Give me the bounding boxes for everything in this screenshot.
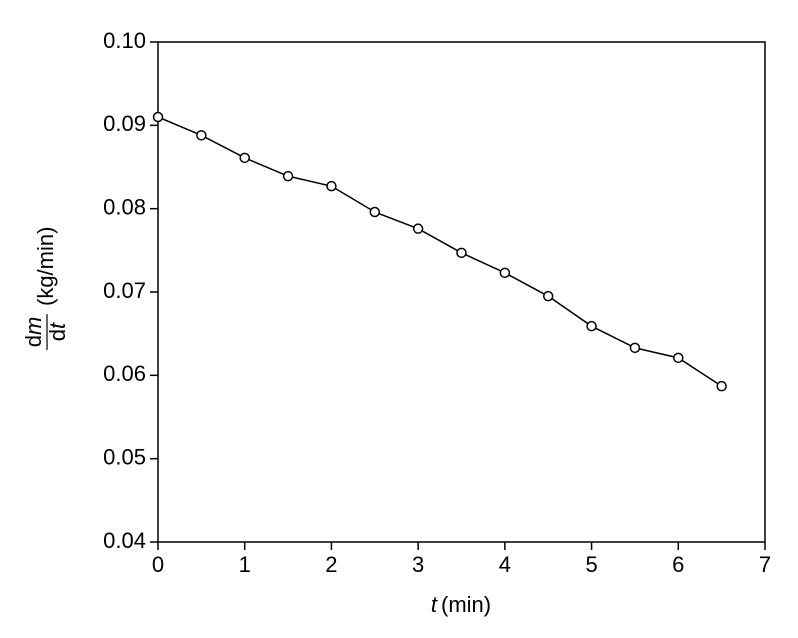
data-point	[412, 223, 424, 234]
y-label-part: d	[45, 329, 70, 341]
y-label-part: m	[21, 317, 46, 335]
x-label-symbol: t	[431, 592, 438, 617]
y-tick-label: 0.07	[103, 278, 146, 303]
data-point	[369, 206, 381, 218]
x-tick-label: 6	[672, 552, 684, 577]
plot-frame	[157, 41, 766, 543]
x-tick-label: 1	[239, 552, 251, 577]
data-point	[673, 352, 684, 364]
x-tick-label: 7	[759, 552, 771, 577]
data-point	[716, 380, 727, 392]
data-point	[326, 180, 337, 192]
x-tick-label: 2	[325, 552, 337, 577]
y-tick-label: 0.08	[103, 194, 146, 219]
x-label-unit: (min)	[441, 592, 491, 617]
data-point	[499, 267, 511, 279]
data-point	[196, 130, 207, 141]
y-tick-label: 0.10	[103, 28, 146, 53]
x-tick-label: 3	[412, 552, 424, 577]
x-tick-label: 4	[499, 552, 511, 577]
data-point	[586, 320, 597, 332]
x-tick-label: 5	[585, 552, 597, 577]
y-label-part: t	[45, 322, 70, 329]
x-axis-label: t (min)	[431, 592, 491, 617]
y-tick-label: 0.05	[103, 444, 146, 469]
y-label-part: d	[21, 335, 46, 347]
data-point	[152, 111, 164, 123]
data-point	[239, 152, 250, 164]
data-point	[542, 290, 554, 302]
y-label-numerator: dm	[21, 317, 46, 348]
y-axis-label: dm dt (kg/min)	[21, 227, 70, 350]
y-tick-label: 0.09	[103, 111, 146, 136]
data-point	[456, 247, 467, 259]
data-point	[282, 170, 294, 182]
y-label-unit: (kg/min)	[33, 227, 58, 306]
y-label-denominator: dt	[45, 322, 70, 341]
data-point	[629, 342, 641, 354]
y-tick-label: 0.04	[103, 528, 146, 553]
data-line	[157, 116, 723, 387]
x-tick-label: 0	[152, 552, 164, 577]
y-tick-label: 0.06	[103, 361, 146, 386]
